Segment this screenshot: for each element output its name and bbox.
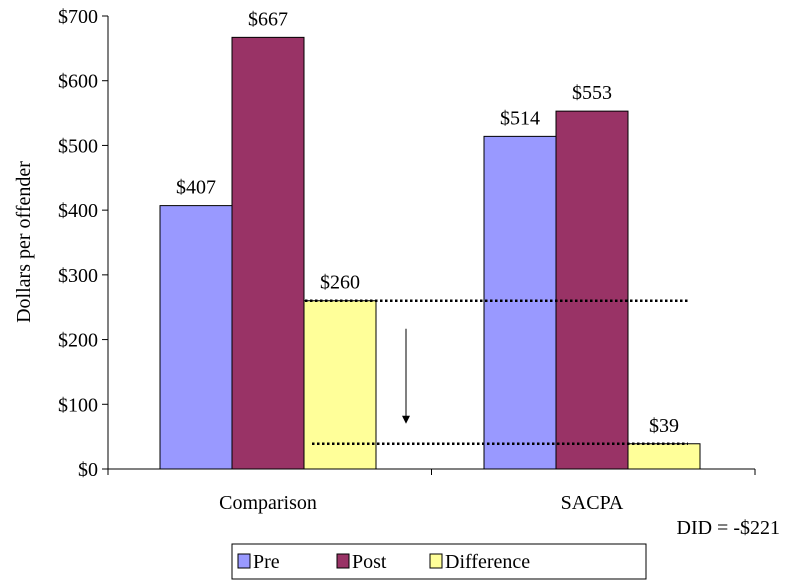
x-category-label: SACPA bbox=[561, 492, 624, 514]
legend-swatch-difference bbox=[429, 553, 443, 569]
legend-swatch-pre bbox=[237, 553, 251, 569]
data-label: $39 bbox=[649, 415, 679, 437]
legend: Pre Post Difference bbox=[231, 543, 647, 580]
bar-difference bbox=[627, 443, 701, 470]
did-annotation: DID = -$221 bbox=[677, 517, 781, 539]
reference-lines-layer bbox=[305, 299, 688, 446]
x-category-label: Comparison bbox=[219, 492, 317, 514]
legend-label-pre: Pre bbox=[253, 551, 280, 573]
data-label: $514 bbox=[500, 107, 540, 129]
y-tick-label: $500 bbox=[58, 135, 98, 157]
y-tick-label: $300 bbox=[58, 265, 98, 287]
y-tick-label: $400 bbox=[58, 200, 98, 222]
data-labels-layer: $407 $514 $667 $553 $260 $39 bbox=[176, 8, 679, 436]
legend-swatch-post bbox=[336, 553, 350, 569]
data-label: $407 bbox=[176, 177, 216, 199]
legend-label-difference: Difference bbox=[445, 551, 530, 573]
y-axis-label: Dollars per offender bbox=[13, 161, 35, 323]
y-tick-label: $100 bbox=[58, 394, 98, 416]
y-tick-label: $600 bbox=[58, 71, 98, 93]
bars-layer bbox=[159, 36, 701, 470]
y-ticks-layer: $0 $100 $200 $300 $400 $500 $600 $700 bbox=[58, 6, 108, 481]
y-tick-label: $200 bbox=[58, 330, 98, 352]
x-categories-layer: Comparison SACPA bbox=[107, 469, 756, 514]
data-label: $553 bbox=[572, 82, 612, 104]
arrow-head bbox=[402, 415, 410, 424]
bar-difference bbox=[303, 300, 377, 470]
bar-pre bbox=[159, 205, 233, 470]
bar-pre bbox=[483, 135, 557, 470]
y-tick-label: $700 bbox=[58, 6, 98, 28]
legend-label-post: Post bbox=[352, 551, 387, 573]
data-label: $667 bbox=[248, 8, 288, 30]
y-tick-label: $0 bbox=[78, 459, 98, 481]
bar-post bbox=[231, 36, 305, 470]
data-label: $260 bbox=[320, 272, 360, 294]
bar-post bbox=[555, 110, 629, 470]
